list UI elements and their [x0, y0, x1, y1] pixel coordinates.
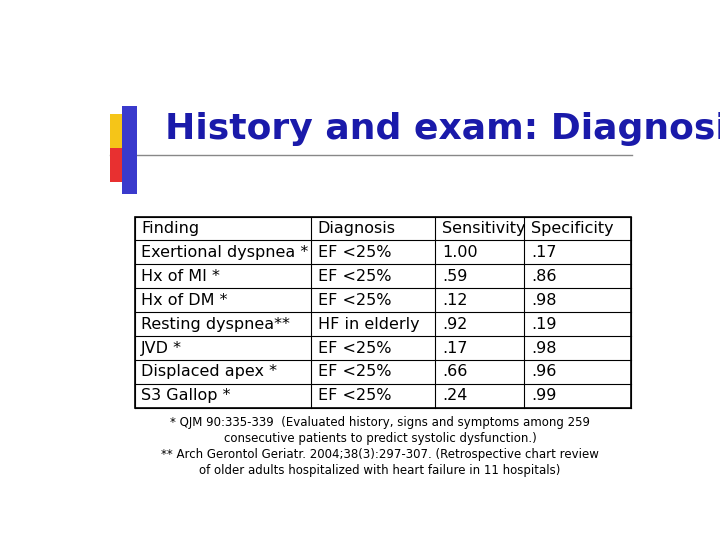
- Text: Displaced apex *: Displaced apex *: [141, 364, 277, 380]
- Text: Specificity: Specificity: [531, 221, 614, 236]
- Text: * QJM 90:335-339  (Evaluated history, signs and symptoms among 259: * QJM 90:335-339 (Evaluated history, sig…: [170, 416, 590, 429]
- FancyBboxPatch shape: [109, 148, 136, 182]
- Text: HF in elderly: HF in elderly: [318, 316, 419, 332]
- Text: JVD *: JVD *: [141, 341, 182, 355]
- Text: EF <25%: EF <25%: [318, 269, 391, 284]
- Text: Hx of DM *: Hx of DM *: [141, 293, 228, 308]
- Text: .92: .92: [442, 316, 467, 332]
- Text: .66: .66: [442, 364, 467, 380]
- Text: .98: .98: [531, 341, 557, 355]
- Text: .98: .98: [531, 293, 557, 308]
- Text: S3 Gallop *: S3 Gallop *: [141, 388, 231, 403]
- Text: History and exam: Diagnosis: History and exam: Diagnosis: [166, 112, 720, 146]
- Text: EF <25%: EF <25%: [318, 388, 391, 403]
- Text: Sensitivity: Sensitivity: [442, 221, 526, 236]
- Text: Finding: Finding: [141, 221, 199, 236]
- Text: Hx of MI *: Hx of MI *: [141, 269, 220, 284]
- Text: 1.00: 1.00: [442, 245, 477, 260]
- FancyBboxPatch shape: [109, 114, 136, 148]
- Text: ** Arch Gerontol Geriatr. 2004;38(3):297-307. (Retrospective chart review: ** Arch Gerontol Geriatr. 2004;38(3):297…: [161, 448, 599, 461]
- Text: .86: .86: [531, 269, 557, 284]
- Text: Diagnosis: Diagnosis: [318, 221, 395, 236]
- FancyBboxPatch shape: [122, 106, 137, 194]
- Text: EF <25%: EF <25%: [318, 293, 391, 308]
- Text: .99: .99: [531, 388, 557, 403]
- Text: EF <25%: EF <25%: [318, 341, 391, 355]
- Text: .59: .59: [442, 269, 467, 284]
- Text: .24: .24: [442, 388, 467, 403]
- Text: .17: .17: [531, 245, 557, 260]
- Text: Exertional dyspnea *: Exertional dyspnea *: [141, 245, 309, 260]
- Text: of older adults hospitalized with heart failure in 11 hospitals): of older adults hospitalized with heart …: [199, 463, 561, 477]
- FancyBboxPatch shape: [135, 217, 631, 408]
- Text: EF <25%: EF <25%: [318, 364, 391, 380]
- Text: .17: .17: [442, 341, 467, 355]
- Text: Resting dyspnea**: Resting dyspnea**: [141, 316, 290, 332]
- Text: .19: .19: [531, 316, 557, 332]
- Text: EF <25%: EF <25%: [318, 245, 391, 260]
- Text: .12: .12: [442, 293, 467, 308]
- Text: .96: .96: [531, 364, 557, 380]
- Text: consecutive patients to predict systolic dysfunction.): consecutive patients to predict systolic…: [224, 432, 536, 445]
